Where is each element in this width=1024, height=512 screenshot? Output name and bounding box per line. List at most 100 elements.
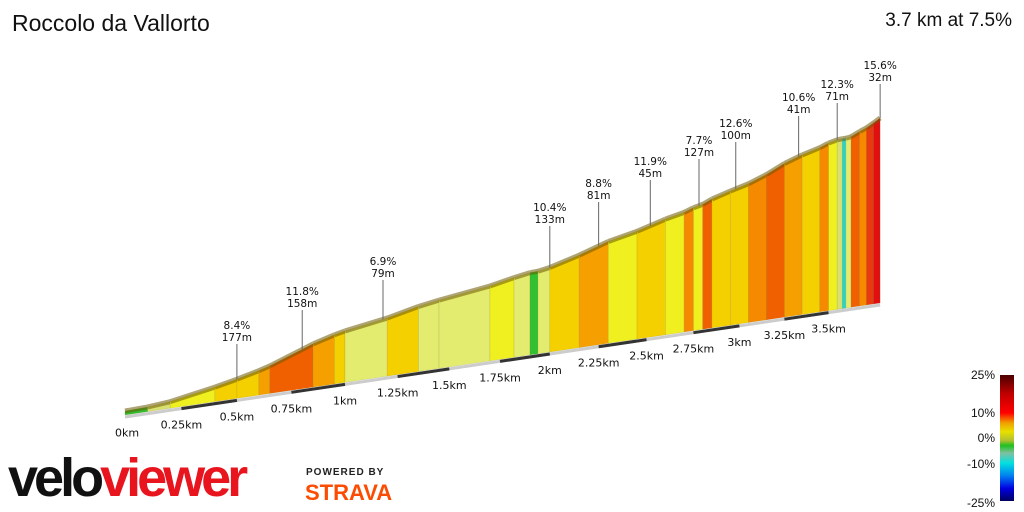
axis-tick (397, 367, 450, 379)
profile-top-edge (268, 341, 315, 369)
x-tick-label: 2.5km (629, 350, 664, 363)
gradient-segment (513, 272, 531, 358)
profile-top-edge (333, 328, 346, 338)
gradient-segment (873, 117, 881, 305)
x-tick-label: 2km (538, 364, 562, 377)
gradient-segment (850, 130, 860, 308)
annotation-grade: 12.3% (821, 79, 854, 91)
annotation-length: 100m (721, 130, 751, 142)
gradient-segment (784, 154, 803, 318)
profile-top-edge (235, 368, 260, 382)
annotation-grade: 11.8% (286, 286, 319, 298)
annotation-length: 127m (684, 147, 714, 159)
profile-top-edge (871, 115, 882, 126)
climb-summary: 3.7 km at 7.5% (885, 10, 1012, 31)
profile-top-edge (801, 145, 821, 158)
gradient-segment (537, 267, 551, 355)
gradient-segment (836, 138, 843, 310)
profile-top-edge (386, 304, 420, 321)
annotation-length: 32m (868, 72, 892, 84)
profile-top-edge (636, 216, 667, 234)
annotation-length: 133m (535, 214, 565, 226)
gradient-segment (819, 142, 829, 313)
annotation-length: 79m (371, 268, 395, 280)
gradient-segment (729, 183, 749, 326)
annotation-grade: 15.6% (863, 60, 896, 72)
annotation-grade: 12.6% (719, 118, 752, 130)
gradient-segment (578, 241, 609, 348)
annotation-grade: 8.8% (585, 178, 612, 190)
annotation-length: 41m (787, 104, 811, 116)
gradient-segment (859, 127, 867, 307)
profile-top-edge (729, 181, 750, 194)
profile-top-edge (548, 252, 581, 270)
annotation-length: 71m (825, 91, 849, 103)
gradient-segment (845, 136, 852, 309)
profile-top-edge (257, 363, 271, 373)
annotation-grade: 11.9% (634, 156, 667, 168)
profile-top-edge (311, 332, 336, 347)
gradient-segment (766, 162, 785, 321)
profile-top-edge (701, 196, 714, 207)
annotation-grade: 6.9% (370, 256, 397, 268)
gradient-segment (269, 343, 314, 394)
profile-top-edge (438, 283, 491, 303)
gradient-segment (683, 207, 694, 333)
gradient-segment (866, 122, 874, 306)
gradient-segment (842, 137, 847, 309)
profile-top-edge (537, 265, 551, 274)
gradient-segment (334, 330, 346, 385)
annotation-length: 45m (638, 168, 662, 180)
gradient-segment (748, 173, 767, 323)
x-tick-label: 2.75km (673, 343, 715, 356)
x-tick-label: 1.75km (479, 371, 521, 384)
profile-top-edge (836, 136, 843, 143)
legend-label: 0% (977, 431, 995, 445)
profile-top-edge (607, 228, 638, 244)
annotation-grade: 8.4% (224, 320, 251, 332)
strava-logo: STRAVA (305, 480, 393, 505)
axis-tick (598, 338, 647, 349)
x-tick-label: 2.25km (578, 357, 620, 370)
profile-top-edge (747, 172, 768, 186)
gradient-segment (529, 270, 539, 356)
axis-tick (499, 352, 551, 363)
gradient-segment (702, 198, 713, 330)
x-tick-label: 0km (115, 427, 139, 440)
axis-tick (784, 311, 829, 321)
legend-label: 10% (970, 406, 995, 420)
annotation-length: 158m (287, 298, 317, 310)
profile-top-edge (765, 161, 786, 177)
gradient-segment (418, 299, 440, 372)
profile-top-edge (682, 205, 695, 215)
gradient-segment (801, 147, 821, 315)
axis-tick (291, 382, 346, 394)
annotation-grade: 7.7% (686, 135, 713, 147)
annotation-length: 177m (222, 332, 252, 344)
legend-label: -25% (966, 496, 995, 510)
profile-top-edge (827, 137, 839, 146)
axis-tick (181, 398, 238, 411)
x-tick-label: 1km (333, 394, 357, 407)
x-tick-label: 1.5km (432, 379, 467, 392)
profile-top-edge (783, 152, 804, 166)
x-tick-label: 3.25km (764, 329, 806, 342)
gradient-segment (711, 190, 731, 329)
annotation-length: 81m (587, 190, 611, 202)
x-tick-label: 3.5km (811, 323, 846, 336)
x-tick-label: 1.25km (377, 387, 419, 400)
gradient-segment (828, 139, 838, 311)
gradient-segment (489, 277, 515, 362)
profile-top-edge (344, 315, 388, 334)
profile-top-edge (529, 268, 539, 276)
x-tick-label: 0.5km (220, 410, 255, 423)
profile-top-edge (865, 121, 875, 130)
profile-top-edge (417, 297, 440, 309)
profile-top-edge (124, 404, 149, 414)
profile-top-edge (513, 270, 531, 281)
profile-top-edge (845, 134, 852, 141)
page-title: Roccolo da Vallorto (12, 10, 210, 36)
profile-top-edge (578, 239, 610, 258)
gradient-segment (549, 254, 580, 353)
